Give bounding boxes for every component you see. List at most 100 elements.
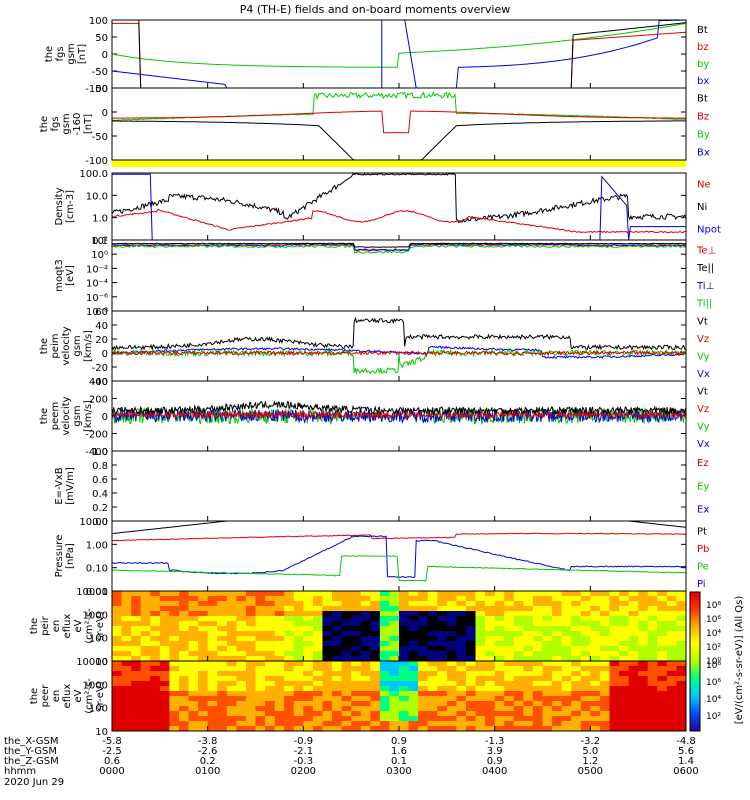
- density-ne-line: [111, 208, 687, 234]
- xaxis-label-hhmm: hhmm: [4, 766, 36, 777]
- fgs2-bt-line: [112, 120, 686, 161]
- density-ni-line: [111, 172, 687, 224]
- colorbar-label: [eV/(cm²-s-sr-eV)] (All Qs): [734, 596, 745, 725]
- ytick-temp-0: 10²: [91, 236, 108, 247]
- ylabel-peem-3: gsm: [72, 405, 83, 426]
- xaxis-the_X-GSM-4: -1.3: [485, 736, 505, 747]
- xaxis-the_Y-GSM-6: 5.6: [678, 746, 694, 757]
- ytick-peir-2: 100: [89, 634, 108, 645]
- ylabel-peem-0: the: [39, 408, 50, 424]
- ytick-fgs2-3: -100: [85, 156, 108, 167]
- colorbar-top-tick-2: 10⁴: [706, 629, 721, 639]
- panel-frame-temp: [111, 239, 687, 312]
- xaxis-the_X-GSM-0: -5.8: [102, 736, 122, 747]
- colorbar-bottom-tick-0: 10⁸: [706, 661, 721, 671]
- legend-peem-Vt: Vt: [697, 386, 708, 397]
- ylabel-peir-3: eflux: [62, 614, 73, 639]
- ytick-efield-5: 0.0: [92, 517, 108, 528]
- legend-density-Npot: Npot: [697, 224, 721, 235]
- ylabel-fgs2-1: fgs: [50, 116, 61, 131]
- legend-fgs2-Bx: Bx: [697, 147, 710, 158]
- chart-title: P4 (TH-E) fields and on-board moments ov…: [240, 3, 511, 16]
- xaxis-hhmm-4: 0400: [482, 766, 507, 777]
- panel-efield: [112, 450, 686, 522]
- ytick-pressure-0: 10.00: [79, 517, 108, 528]
- ytick-pressure-2: 0.10: [86, 564, 108, 575]
- pressure-pe-line: [111, 555, 687, 582]
- xaxis-the_X-GSM-5: -3.2: [581, 736, 601, 747]
- ytick-peem-1: 200: [89, 395, 108, 406]
- xaxis-the_Z-GSM-5: 1.2: [582, 756, 598, 767]
- ytick-peir-1: 1000: [83, 610, 108, 621]
- legend-fgs2-Bz: Bz: [697, 111, 709, 122]
- xaxis-the_Z-GSM-4: 0.9: [487, 756, 503, 767]
- legend-pressure-Pi: Pi: [697, 579, 706, 590]
- ytick-peer-2: 100: [89, 704, 108, 715]
- ytick-efield-1: 0.8: [92, 461, 108, 472]
- ylabel-peir-1: peir: [40, 615, 51, 635]
- legend-peem-Vy: Vy: [697, 421, 710, 432]
- xaxis-hhmm-0: 0000: [99, 766, 124, 777]
- ytick-peir-3: 10: [95, 657, 108, 668]
- peem-vt-line: [111, 400, 687, 416]
- xaxis-the_Y-GSM-0: -2.5: [102, 746, 122, 757]
- legend-temp-Te||: Te||: [696, 263, 714, 274]
- ylabel-fgs2-3: -160: [72, 113, 83, 136]
- ylabel-peer-0: the: [29, 688, 40, 704]
- xaxis-date: 2020 Jun 29: [4, 777, 64, 788]
- ylabel-peim-2: velocity: [61, 326, 72, 365]
- pressure-pb-line: [111, 532, 687, 542]
- fgs-bx-spike2: [404, 19, 417, 89]
- ylabel-temp-1: [eV]: [65, 265, 76, 286]
- ylabel-peim-3: gsm: [72, 335, 83, 356]
- legend-fgs-by: by: [697, 59, 709, 70]
- xaxis-the_X-GSM-2: -0.9: [294, 736, 314, 747]
- panel-fgs2: [112, 87, 686, 161]
- panel-frame-efield: [111, 450, 687, 522]
- ylabel-peim-4: [km/s]: [83, 330, 94, 362]
- legend-efield-Ex: Ex: [697, 505, 709, 516]
- ylabel-peir-2: en: [51, 620, 62, 633]
- legend-peim-Vy: Vy: [697, 351, 710, 362]
- xaxis-the_Z-GSM-6: 1.4: [678, 756, 694, 767]
- peim-vt-line: [111, 316, 686, 351]
- fgs-by-line: [111, 22, 687, 68]
- ylabel-peir-6: sr-eV): [95, 611, 106, 640]
- xaxis-hhmm-1: 0100: [195, 766, 220, 777]
- legend-temp-Te⊥: Te⊥: [696, 245, 716, 256]
- ytick-peem-3: -200: [85, 430, 108, 441]
- ylabel-fgs-2: gsm: [66, 43, 77, 64]
- ytick-efield-3: 0.4: [92, 489, 108, 500]
- legend-peem-Vz: Vz: [697, 404, 709, 415]
- legend-fgs2-Bt: Bt: [697, 93, 708, 104]
- density-npot-line: [112, 173, 686, 241]
- legend-fgs2-By: By: [697, 129, 710, 140]
- ytick-temp-4: 10⁻⁶: [86, 293, 108, 304]
- xaxis-the_Y-GSM-3: 1.6: [391, 746, 407, 757]
- colorbar-top-tick-1: 10⁶: [706, 615, 721, 625]
- ylabel-peer-1: peer: [40, 684, 51, 708]
- ytick-fgs-1: 50: [95, 33, 108, 44]
- temp-tepar-line: [111, 242, 687, 248]
- ylabel-peer-3: eflux: [62, 684, 73, 709]
- ytick-peer-1: 1000: [83, 680, 108, 691]
- fgs2-bz-line: [112, 110, 686, 134]
- ytick-efield-0: 1.0: [92, 447, 108, 458]
- colorbar: [689, 591, 701, 732]
- ytick-peer-0: 10000: [76, 657, 108, 668]
- peer-spectrogram: [112, 661, 687, 732]
- ylabel-fgs2-2: gsm: [61, 113, 72, 134]
- xaxis-the_Z-GSM-1: 0.2: [200, 756, 216, 767]
- xaxis-the_X-GSM-6: -4.8: [676, 736, 696, 747]
- fgs2-by-line: [111, 91, 687, 122]
- ytick-density-0: 100.0: [79, 169, 108, 180]
- ylabel-fgs-1: fgs: [55, 46, 66, 61]
- temp-tiperp-line: [111, 242, 687, 252]
- colorbar-top-tick-4: 10⁰: [706, 657, 721, 667]
- peim-vx-line: [111, 345, 686, 359]
- ylabel-fgs-0: the: [44, 46, 55, 62]
- ylabel-density-0: Density: [54, 187, 65, 225]
- ytick-fgs2-2: -50: [92, 132, 108, 143]
- xaxis-label-the_Z-GSM: the_Z-GSM: [4, 756, 59, 767]
- ytick-fgs2-0: 50: [95, 84, 108, 95]
